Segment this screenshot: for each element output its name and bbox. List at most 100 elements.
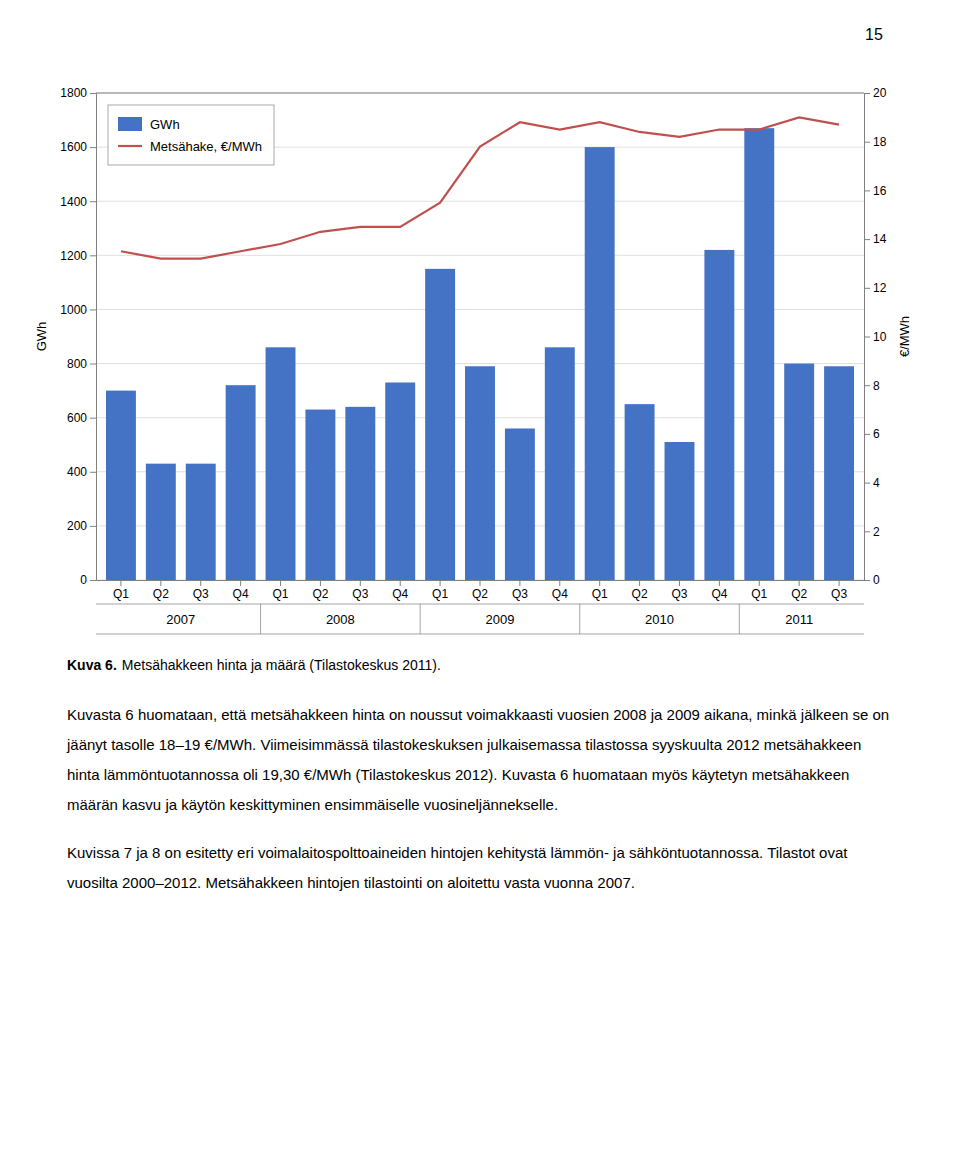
year-divider <box>579 604 580 634</box>
year-label: 2010 <box>645 612 674 627</box>
bar <box>425 269 455 580</box>
tick: 200 <box>67 519 96 533</box>
bar <box>226 385 256 580</box>
tick-mark <box>799 580 800 586</box>
caption-title: Kuva 6. <box>67 657 117 673</box>
tick: Q2 <box>791 580 807 601</box>
tick-mark <box>864 239 870 240</box>
tick-mark <box>864 190 870 191</box>
legend-swatch <box>118 145 142 147</box>
tick: Q3 <box>831 580 847 601</box>
tick-mark <box>200 580 201 586</box>
tick-mark <box>864 288 870 289</box>
tick-label: Q3 <box>352 587 368 601</box>
tick-mark <box>519 580 520 586</box>
tick-mark <box>864 531 870 532</box>
tick: 800 <box>67 357 96 371</box>
tick: Q3 <box>352 580 368 601</box>
tick-mark <box>400 580 401 586</box>
y-axis-title: GWh <box>34 322 49 352</box>
tick-label: 20 <box>873 86 887 100</box>
year-divider <box>739 604 740 634</box>
plot-frame <box>96 93 864 94</box>
bar <box>385 382 415 580</box>
tick-mark <box>90 580 96 581</box>
plot-marks <box>106 117 854 580</box>
tick-label: 1800 <box>60 86 87 100</box>
tick: 2 <box>864 525 880 539</box>
tick-mark <box>864 580 870 581</box>
year-label: 2007 <box>166 612 195 627</box>
tick-label: Q4 <box>233 587 249 601</box>
year-divider <box>260 604 261 634</box>
tick-label: 600 <box>67 411 87 425</box>
tick-label: 0 <box>80 573 87 587</box>
tick: Q2 <box>153 580 169 601</box>
bar <box>665 442 695 580</box>
bar <box>784 364 814 580</box>
tick-mark <box>120 580 121 586</box>
tick: 20 <box>864 86 887 100</box>
tick-mark <box>864 434 870 435</box>
tick-label: 400 <box>67 465 87 479</box>
paragraph: Kuvissa 7 ja 8 on esitetty eri voimalait… <box>67 844 848 891</box>
bar <box>345 407 375 580</box>
tick: 18 <box>864 135 887 149</box>
y2-axis-title: €/MWh <box>897 316 912 357</box>
tick-mark <box>679 580 680 586</box>
tick-mark <box>90 364 96 365</box>
tick-mark <box>160 580 161 586</box>
tick: 8 <box>864 379 880 393</box>
tick-label: 2 <box>873 525 880 539</box>
tick-label: Q1 <box>273 587 289 601</box>
tick-mark <box>90 201 96 202</box>
tick: Q1 <box>113 580 129 601</box>
legend: GWhMetsähake, €/MWh <box>108 105 274 165</box>
tick-mark <box>90 93 96 94</box>
tick-label: Q1 <box>751 587 767 601</box>
x-axis: Q1Q2Q3Q4Q1Q2Q3Q4Q1Q2Q3Q4Q1Q2Q3Q4Q1Q2Q3 <box>97 580 865 601</box>
legend-box <box>108 105 274 165</box>
tick-mark <box>360 580 361 586</box>
tick-label: 14 <box>873 232 887 246</box>
tick: 1400 <box>60 195 96 209</box>
tick-label: 4 <box>873 476 880 490</box>
tick: 1800 <box>60 86 96 100</box>
tick-mark <box>90 526 96 527</box>
tick: Q3 <box>512 580 528 601</box>
tick-label: 12 <box>873 281 887 295</box>
legend-swatch <box>118 117 142 131</box>
tick-mark <box>90 418 96 419</box>
tick-mark <box>90 309 96 310</box>
tick-mark <box>280 580 281 586</box>
tick-mark <box>240 580 241 586</box>
axis-domain <box>865 94 871 581</box>
tick: Q3 <box>193 580 209 601</box>
tick-label: Q4 <box>392 587 408 601</box>
tick: Q1 <box>273 580 289 601</box>
tick: Q3 <box>671 580 687 601</box>
tick: 0 <box>864 573 880 587</box>
tick-label: Q4 <box>552 587 568 601</box>
tick: 12 <box>864 281 887 295</box>
tick: 14 <box>864 232 887 246</box>
tick-label: 8 <box>873 379 880 393</box>
tick-label: Q1 <box>592 587 608 601</box>
bar <box>266 347 296 580</box>
tick: Q2 <box>632 580 648 601</box>
tick-label: 10 <box>873 330 887 344</box>
grid <box>96 93 864 580</box>
tick-label: 18 <box>873 135 887 149</box>
tick-label: 1600 <box>60 140 87 154</box>
tick-label: 1000 <box>60 303 87 317</box>
year-band-border <box>96 604 864 605</box>
bar <box>106 391 136 580</box>
tick-mark <box>839 580 840 586</box>
tick: Q4 <box>711 580 727 601</box>
paragraph: Kuvasta 6 huomataan, että metsähakkeen h… <box>66 706 889 813</box>
tick: Q1 <box>751 580 767 601</box>
tick-label: 200 <box>67 519 87 533</box>
tick-label: 1400 <box>60 195 87 209</box>
year-label: 2011 <box>785 612 813 627</box>
tick: 1600 <box>60 140 96 154</box>
